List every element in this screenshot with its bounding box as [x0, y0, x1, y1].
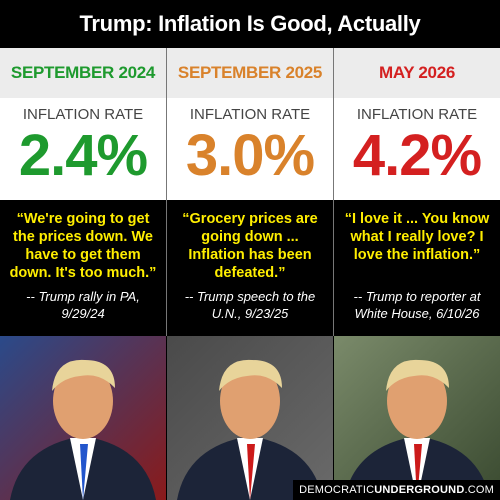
rate-panel	[334, 98, 500, 200]
column-date: SEPTEMBER 2024	[0, 48, 166, 98]
column-divider	[333, 48, 334, 336]
rate-label: INFLATION RATE	[189, 106, 311, 123]
footer-prefix: DEMOCRATIC	[299, 484, 375, 496]
photo-shape	[52, 359, 115, 391]
column: SEPTEMBER 2024 INFLATION RATE 2.4% “We're g…	[0, 48, 166, 500]
inflation-rate: 3.0%	[185, 123, 315, 188]
column: MAY 2026 INFLATION RATE 4.2% “I love it ...…	[334, 48, 500, 500]
quote: “I love it ... You know what I really lo…	[344, 211, 490, 263]
attribution: -- Trump rally in PA, 9/29/24	[26, 289, 140, 321]
inflation-rate: 4.2%	[352, 123, 482, 188]
column-date: SEPTEMBER 2025	[167, 48, 333, 98]
photo-shape	[219, 359, 282, 391]
photo-shape	[220, 363, 280, 439]
photo	[334, 336, 500, 500]
photo	[167, 336, 333, 500]
column: SEPTEMBER 2025 INFLATION RATE 3.0% “Grocery…	[167, 48, 333, 500]
photo-shape	[53, 363, 113, 439]
footer-name: UNDERGROUND	[374, 484, 465, 496]
rate-panel	[167, 98, 333, 200]
title: Trump: Inflation Is Good, Actually	[79, 11, 421, 36]
quote: “We're going to get the prices down. We …	[9, 211, 157, 281]
rate-panel	[0, 98, 166, 200]
photo-shape	[414, 444, 422, 500]
column-divider	[166, 48, 167, 336]
photo-shape	[80, 444, 88, 500]
photo-shape	[386, 359, 449, 391]
footer: DEMOCRATICUNDERGROUND.COM	[293, 480, 500, 500]
photo-shape	[387, 363, 447, 439]
attribution: -- Trump speech to the U.N., 9/23/25	[184, 289, 316, 321]
inflation-rate: 2.4%	[18, 123, 148, 188]
footer-suffix: .COM	[464, 484, 494, 496]
rate-label: INFLATION RATE	[22, 106, 144, 123]
photo-shape	[247, 444, 255, 500]
attribution: -- Trump to reporter at White House, 6/1…	[353, 289, 481, 321]
quote: “Grocery prices are going down ... Infla…	[182, 211, 318, 281]
photo	[0, 336, 166, 500]
column-date: MAY 2026	[334, 48, 500, 98]
rate-label: INFLATION RATE	[356, 106, 478, 123]
